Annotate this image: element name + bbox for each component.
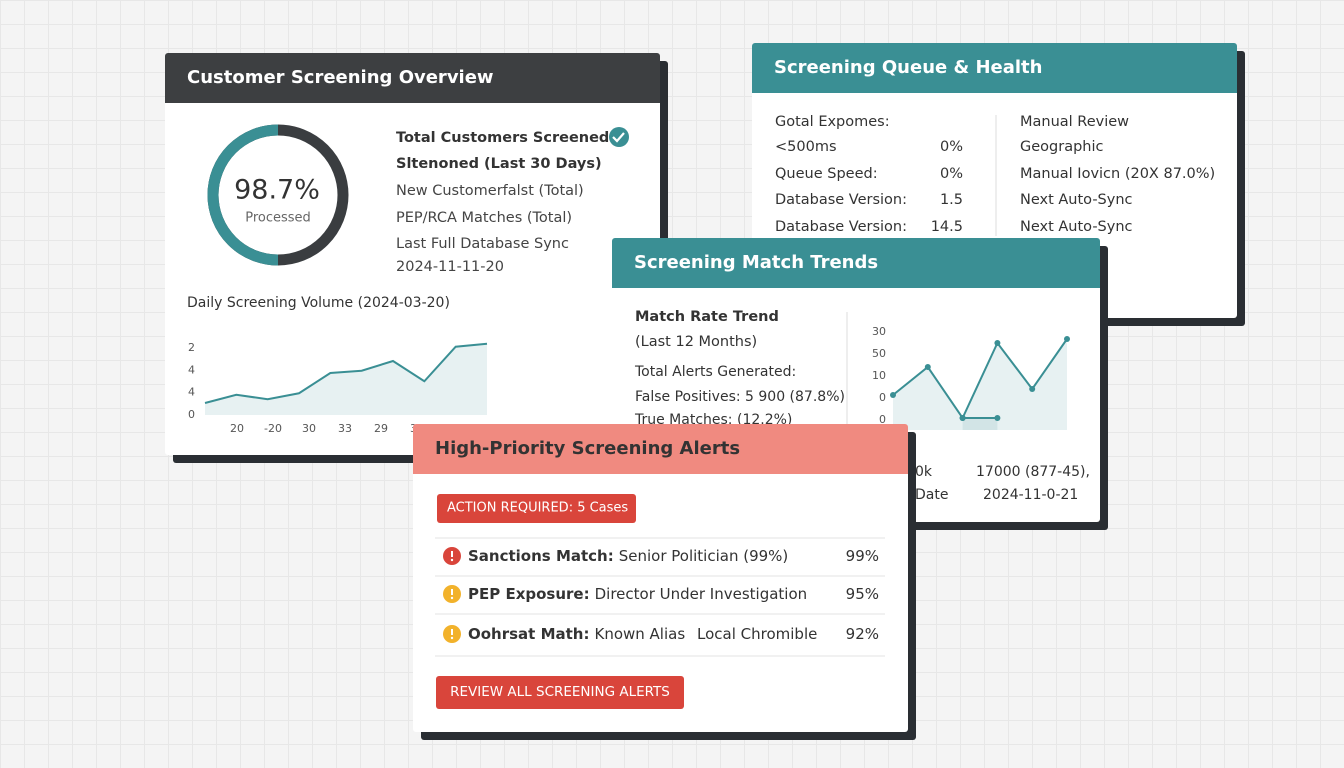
line-point <box>1064 336 1070 342</box>
alert-score: 99% <box>845 547 879 565</box>
stat-text: Total Customers Screened <box>396 130 610 146</box>
stat-text: PEP/RCA Matches (Total) <box>396 210 573 226</box>
alert-label: PEP Exposure: <box>468 585 590 603</box>
line-area <box>962 418 998 430</box>
y-tick-label: 0 <box>879 391 886 404</box>
x-tick-label: 33 <box>338 422 352 435</box>
status-badge <box>437 494 636 523</box>
trend-line: Total Alerts Generated: <box>635 364 797 380</box>
alert-icon-dot <box>450 558 454 562</box>
badge-text: ACTION REQUIRED: 5 Cases <box>447 500 629 516</box>
alert-detail: Known Alias <box>594 625 686 643</box>
stat-text: Last Full Database Sync <box>396 236 569 252</box>
line-area <box>205 343 487 415</box>
line-point <box>924 364 931 370</box>
trend-footer: 2024-11-0-21 <box>983 487 1079 503</box>
alert-icon-bar <box>451 589 453 595</box>
card-title: High-Priority Screening Alerts <box>413 424 908 474</box>
line-point <box>994 415 1001 421</box>
queue-label: <500ms <box>775 139 837 155</box>
queue-label: Database Version: <box>775 219 908 235</box>
line-point <box>994 340 1001 346</box>
alert-icon-bar <box>451 551 453 557</box>
trend-line: False Positives: 5 900 (87.8%) <box>635 389 845 405</box>
gauge-value: 98.7% <box>234 174 320 206</box>
card-title: Screening Match Trends <box>612 238 1100 288</box>
card-title: Screening Queue & Health <box>752 43 1237 93</box>
line-point <box>959 415 966 421</box>
chart-title: Daily Screening Volume (2024-03-20) <box>187 295 450 311</box>
trend-heading: Match Rate Trend <box>635 309 779 325</box>
alert-label: Oohrsat Math: <box>468 625 590 643</box>
y-tick-label: 0 <box>188 408 195 421</box>
trend-footer: Date <box>915 487 949 503</box>
alert-score: 95% <box>845 585 879 603</box>
alert-detail: Senior Politician (99%) <box>618 547 789 565</box>
y-tick-label: 50 <box>872 347 886 360</box>
queue-value: 1.5 <box>939 192 963 208</box>
overview-card: Customer Screening Overview 2 4 4 0 20 -20 30 3… <box>165 53 660 455</box>
y-tick-label: 4 <box>188 363 195 376</box>
queue-label: Database Version: <box>775 192 908 208</box>
gauge-arc <box>207 124 279 266</box>
queue-label: Gotal Expomes: <box>775 114 890 130</box>
alert-detail: Director Under Investigation <box>594 585 808 603</box>
alert-icon-bar <box>451 629 453 635</box>
trend-footer: 0k <box>915 464 933 480</box>
button-text: REVIEW ALL SCREENING ALERTS <box>450 684 670 700</box>
alert-extra: Local Chromible <box>697 625 818 643</box>
alerts-card: High-Priority Screening Alerts ACTION RE… <box>413 424 908 732</box>
queue-label: Queue Speed: <box>775 166 878 182</box>
line-point <box>890 392 896 398</box>
card-graphics <box>435 537 885 657</box>
line-point <box>1029 386 1036 392</box>
stat-text: 2024-11-11-20 <box>396 259 504 275</box>
trend-footer: 17000 (877-45), <box>976 464 1090 480</box>
queue-item: Geographic <box>1020 139 1104 155</box>
y-tick-label: 10 <box>872 369 886 382</box>
y-tick-label: 2 <box>188 341 195 354</box>
gauge-caption: Processed <box>245 210 311 226</box>
alert-icon-dot <box>450 596 454 600</box>
review-button[interactable] <box>436 676 684 709</box>
x-tick-label: 20 <box>230 422 244 435</box>
x-tick-label: -20 <box>264 422 282 435</box>
queue-item: Manual Review <box>1020 114 1130 130</box>
card-title: Customer Screening Overview <box>165 53 660 103</box>
x-tick-label: 30 <box>302 422 316 435</box>
card-graphics <box>995 115 997 236</box>
card-graphics: 30 50 10 0 0 <box>846 312 1070 430</box>
stat-text: New Customerfalst (Total) <box>396 183 584 199</box>
alert-label: Sanctions Match: <box>468 547 614 565</box>
queue-value: 0% <box>939 166 963 182</box>
queue-item: Next Auto-Sync <box>1020 219 1133 235</box>
stat-text: Sltenoned (Last 30 Days) <box>396 156 602 172</box>
queue-value: 0% <box>939 139 963 155</box>
alert-icon-dot <box>450 636 454 640</box>
alert-score: 92% <box>845 625 879 643</box>
line-area <box>893 339 1067 430</box>
line-series <box>892 338 1068 421</box>
y-tick-label: 4 <box>188 386 195 399</box>
y-tick-label: 0 <box>879 413 886 426</box>
queue-item: Manual Iovicn (20X 87.0%) <box>1020 166 1216 182</box>
x-tick-label: 29 <box>374 422 388 435</box>
y-tick-label: 30 <box>872 325 886 338</box>
queue-item: Next Auto-Sync <box>1020 192 1133 208</box>
trend-subheading: (Last 12 Months) <box>635 334 758 350</box>
line-series <box>204 342 488 404</box>
queue-value: 14.5 <box>930 219 963 235</box>
check-icon <box>609 127 629 147</box>
check-mark <box>612 132 625 143</box>
